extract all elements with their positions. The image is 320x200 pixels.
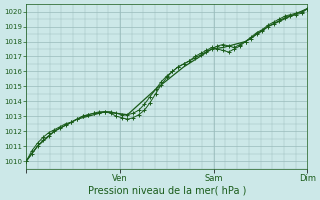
X-axis label: Pression niveau de la mer( hPa ): Pression niveau de la mer( hPa ) — [88, 186, 246, 196]
